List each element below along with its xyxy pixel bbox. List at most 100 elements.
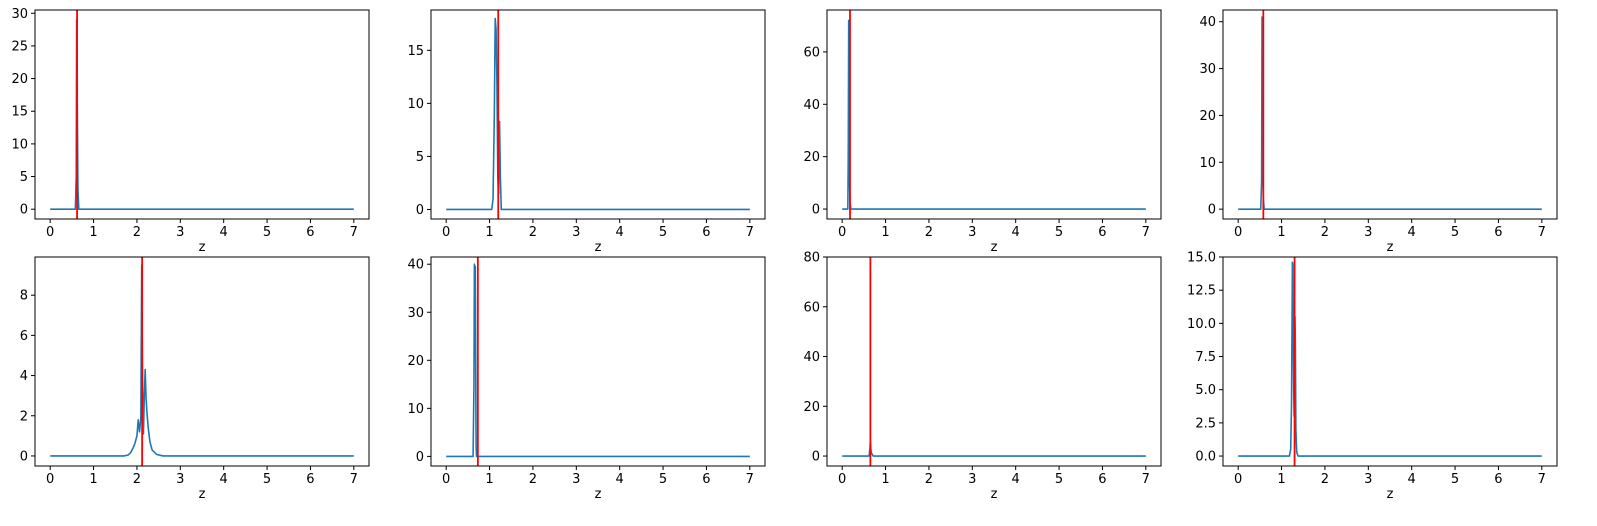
x-tick-label: 3 xyxy=(572,225,580,240)
x-tick-label: 3 xyxy=(1364,225,1372,240)
x-tick-label: 4 xyxy=(1408,472,1416,487)
x-tick-label: 2 xyxy=(1321,472,1329,487)
subplot-8: 0 1 2 3 4 5 6 7 0.0 2.5 5.0 7.5 10.0 12.5 15.0 z xyxy=(1187,251,1558,502)
x-axis-label: z xyxy=(199,240,206,255)
y-tick-label: 5 xyxy=(20,170,28,185)
y-tick-label: 0 xyxy=(1208,203,1216,218)
subplot-7: 0 1 2 3 4 5 6 7 0 20 40 60 80 z xyxy=(803,251,1162,502)
axes-frame xyxy=(34,256,370,467)
subplot-4: 0 1 2 3 4 5 6 7 0 10 20 30 40 z xyxy=(1199,9,1558,255)
y-tick-label: 20 xyxy=(803,150,820,165)
x-tick-label: 2 xyxy=(529,225,537,240)
x-tick-label: 6 xyxy=(306,472,314,487)
x-tick-label: 1 xyxy=(881,472,889,487)
y-tick-label: 0 xyxy=(416,203,424,218)
x-tick-label: 0 xyxy=(838,472,846,487)
x-tick-label: 5 xyxy=(659,225,667,240)
y-tick-label: 0 xyxy=(20,449,28,464)
y-tick-label: 0 xyxy=(20,203,28,218)
x-tick-label: 5 xyxy=(1451,472,1459,487)
x-tick-label: 5 xyxy=(659,472,667,487)
y-tick-label: 10 xyxy=(407,97,424,112)
y-tick-label: 5 xyxy=(416,150,424,165)
x-tick-label: 3 xyxy=(572,472,580,487)
x-tick-label: 7 xyxy=(1142,472,1150,487)
y-tick-label: 0.0 xyxy=(1195,450,1216,465)
y-tick-label: 40 xyxy=(803,350,820,365)
y-tick-label: 2.5 xyxy=(1195,416,1216,431)
axes-frame xyxy=(34,9,370,220)
x-tick-label: 3 xyxy=(176,225,184,240)
y-tick-label: 5.0 xyxy=(1195,383,1216,398)
x-tick-label: 4 xyxy=(1408,225,1416,240)
axes-frame xyxy=(1222,9,1558,220)
y-tick-label: 20 xyxy=(803,400,820,415)
y-tick-label: 8 xyxy=(20,289,28,304)
y-tick-label: 40 xyxy=(407,258,424,273)
x-axis-label: z xyxy=(199,487,206,502)
x-tick-label: 4 xyxy=(220,225,228,240)
series-line xyxy=(1238,16,1542,210)
x-axis-label: z xyxy=(991,487,998,502)
x-tick-label: 3 xyxy=(968,472,976,487)
x-tick-label: 5 xyxy=(263,225,271,240)
x-axis-label: z xyxy=(1387,240,1394,255)
x-tick-label: 4 xyxy=(616,225,624,240)
x-tick-label: 2 xyxy=(133,225,141,240)
x-tick-label: 1 xyxy=(89,225,97,240)
x-axis-label: z xyxy=(991,240,998,255)
axes-frame xyxy=(430,9,766,220)
x-tick-label: 5 xyxy=(1451,225,1459,240)
x-tick-label: 5 xyxy=(263,472,271,487)
x-tick-label: 7 xyxy=(1538,225,1546,240)
y-tick-label: 30 xyxy=(11,7,28,22)
x-tick-label: 5 xyxy=(1055,472,1063,487)
x-tick-label: 6 xyxy=(306,225,314,240)
x-tick-label: 1 xyxy=(89,472,97,487)
x-tick-label: 4 xyxy=(1012,225,1020,240)
x-tick-label: 0 xyxy=(46,472,54,487)
series-line xyxy=(50,18,354,210)
x-tick-label: 0 xyxy=(442,225,450,240)
series-line xyxy=(446,263,750,458)
x-tick-label: 0 xyxy=(46,225,54,240)
axes-frame xyxy=(1222,256,1558,467)
y-tick-label: 30 xyxy=(1199,62,1216,77)
x-tick-label: 7 xyxy=(1142,225,1150,240)
subplot-1: 0 1 2 3 4 5 6 7 0 5 10 15 20 25 30 z xyxy=(11,7,370,255)
y-tick-label: 25 xyxy=(11,39,28,54)
x-tick-label: 1 xyxy=(1277,472,1285,487)
x-tick-label: 6 xyxy=(1494,225,1502,240)
y-tick-label: 0 xyxy=(812,203,820,218)
x-tick-label: 6 xyxy=(702,472,710,487)
y-tick-label: 15 xyxy=(407,44,424,59)
series-line xyxy=(842,19,1146,210)
series-line xyxy=(446,17,750,211)
x-tick-label: 1 xyxy=(485,472,493,487)
x-tick-label: 1 xyxy=(881,225,889,240)
x-tick-label: 3 xyxy=(176,472,184,487)
series-line xyxy=(1238,261,1542,457)
x-axis-label: z xyxy=(595,487,602,502)
y-tick-label: 10 xyxy=(1199,156,1216,171)
y-tick-label: 10 xyxy=(407,402,424,417)
x-tick-label: 0 xyxy=(1234,472,1242,487)
series-line xyxy=(842,440,1146,457)
x-axis-label: z xyxy=(1387,487,1394,502)
x-tick-label: 2 xyxy=(529,472,537,487)
y-tick-label: 10.0 xyxy=(1187,317,1216,332)
axes-frame xyxy=(826,256,1162,467)
y-tick-label: 20 xyxy=(407,354,424,369)
y-tick-label: 10 xyxy=(11,137,28,152)
x-tick-label: 7 xyxy=(350,472,358,487)
y-tick-label: 40 xyxy=(803,98,820,113)
x-tick-label: 7 xyxy=(350,225,358,240)
x-tick-label: 3 xyxy=(968,225,976,240)
y-tick-label: 4 xyxy=(20,369,28,384)
y-tick-label: 0 xyxy=(416,450,424,465)
x-tick-label: 5 xyxy=(1055,225,1063,240)
y-tick-label: 80 xyxy=(803,251,820,266)
y-tick-label: 12.5 xyxy=(1187,284,1216,299)
subplot-6: 0 1 2 3 4 5 6 7 0 10 20 30 40 z xyxy=(407,256,766,502)
